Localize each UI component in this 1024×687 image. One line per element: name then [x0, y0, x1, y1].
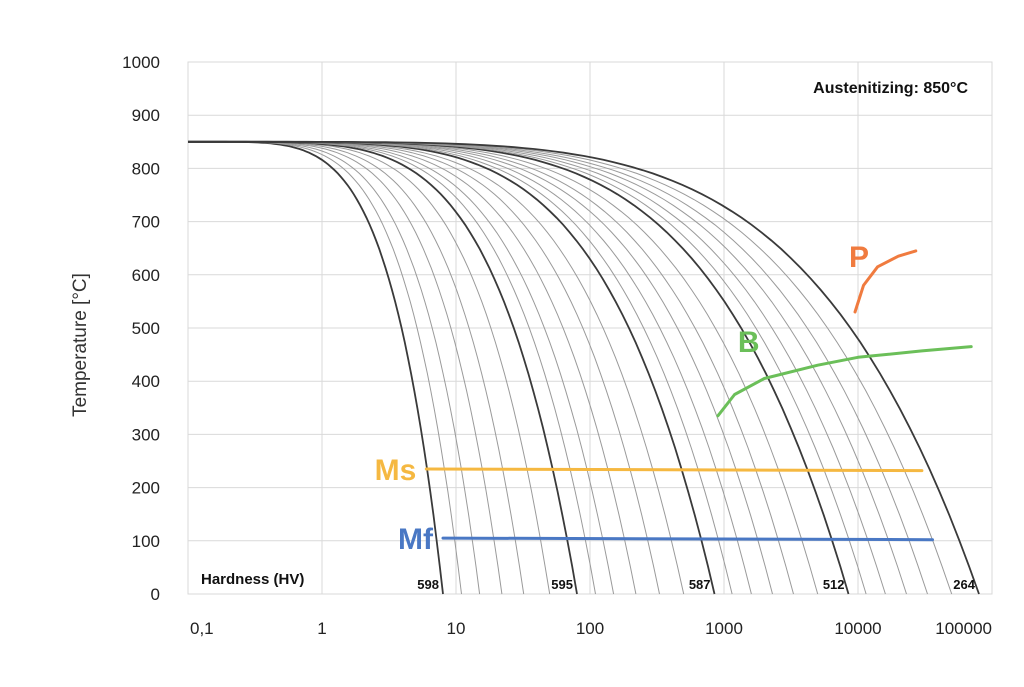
x-tick-label: 100 [576, 619, 604, 638]
line-b [716, 345, 973, 418]
y-tick-label: 500 [132, 319, 160, 338]
cooling-curve [188, 141, 596, 595]
label-mf: Mf [398, 523, 434, 556]
x-tick-label: 1000 [705, 619, 743, 638]
line-mf [441, 536, 934, 542]
y-tick-label: 600 [132, 266, 160, 285]
line-ms [424, 467, 924, 473]
label-ms: Ms [375, 454, 417, 487]
y-tick-label: 300 [132, 425, 160, 444]
x-tick-label: 1 [317, 619, 326, 638]
hardness-label: 587 [689, 577, 711, 592]
cooling-curve [188, 141, 928, 595]
cooling-curve [188, 141, 953, 595]
y-tick-label: 400 [132, 372, 160, 391]
label-p: P [849, 241, 869, 274]
y-tick-label: 200 [132, 479, 160, 498]
y-tick-label: 800 [132, 159, 160, 178]
x-axis-ticks: 0,1 1 10 100 1000 10000 100000 [190, 619, 992, 638]
hardness-label: 598 [417, 577, 439, 592]
cooling-curve [188, 141, 752, 595]
x-tick-label: 10000 [834, 619, 881, 638]
cooling-curve [188, 140, 578, 595]
x-tick-label: 100000 [935, 619, 992, 638]
y-tick-label: 700 [132, 213, 160, 232]
cooling-curve [188, 140, 850, 595]
label-b: B [738, 326, 760, 359]
x-tick-label: 10 [447, 619, 466, 638]
cooling-curve [188, 141, 733, 595]
cooling-curves [188, 140, 980, 595]
y-tick-label: 100 [132, 532, 160, 551]
hardness-label: 264 [953, 577, 975, 592]
y-axis-label: Temperature [°C] [70, 273, 91, 417]
hardness-label: 595 [551, 577, 573, 592]
y-tick-label: 900 [132, 106, 160, 125]
transformation-lines: P B Ms Mf [375, 241, 973, 556]
cooling-curve [188, 141, 886, 595]
cooling-curve [188, 141, 551, 595]
cooling-curve [188, 141, 794, 595]
hardness-labels: 598 595 587 512 264 [417, 577, 975, 592]
cooling-curve [188, 140, 980, 595]
y-tick-label: 0 [151, 585, 160, 604]
chart-title: Austenitizing: 850°C [813, 80, 968, 97]
y-tick-label: 1000 [122, 53, 160, 72]
cooling-curve [188, 141, 525, 595]
cooling-curve [188, 140, 716, 595]
hardness-label: 512 [823, 577, 845, 592]
line-p [853, 249, 918, 314]
x-tick-label: 0,1 [190, 619, 214, 638]
hardness-axis-label: Hardness (HV) [201, 571, 304, 588]
y-axis-ticks: 0 100 200 300 400 500 600 700 800 900 1000 [122, 53, 160, 604]
